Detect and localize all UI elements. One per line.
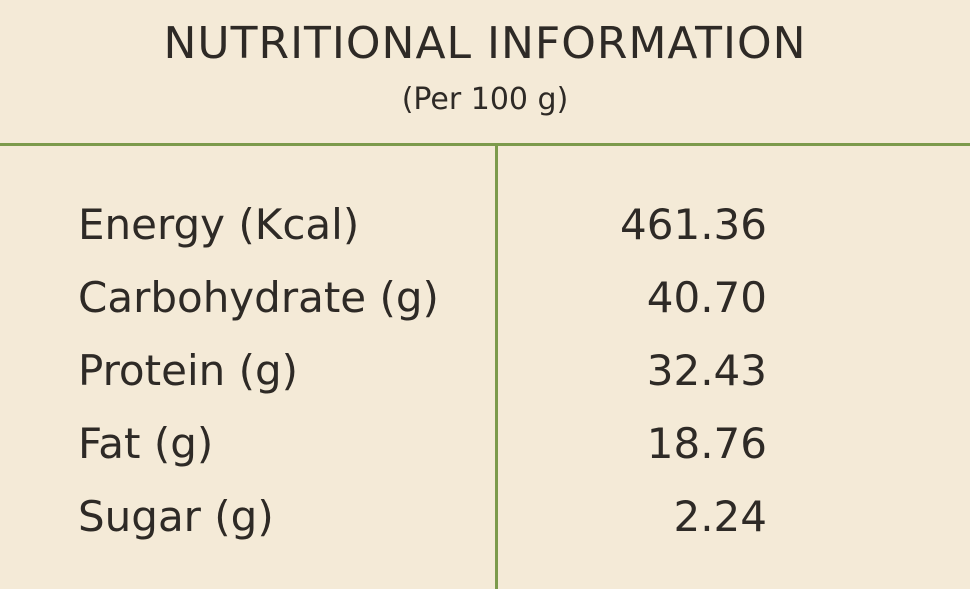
column-divider [495, 143, 498, 589]
nutrient-value: 2.24 [673, 492, 767, 541]
page-title: NUTRITIONAL INFORMATION [163, 18, 807, 69]
nutrient-value: 40.70 [646, 273, 767, 322]
nutrient-row-carbohydrate: Carbohydrate (g) 40.70 [0, 261, 970, 334]
nutrient-value: 32.43 [646, 346, 767, 395]
nutrient-value: 461.36 [620, 200, 767, 249]
nutrient-label: Sugar (g) [78, 492, 274, 541]
nutrient-value: 18.76 [646, 419, 767, 468]
nutrient-row-fat: Fat (g) 18.76 [0, 407, 970, 480]
nutrient-label: Carbohydrate (g) [78, 273, 439, 322]
nutrient-label: Fat (g) [78, 419, 214, 468]
nutrition-header: NUTRITIONAL INFORMATION (Per 100 g) [0, 0, 970, 143]
nutrient-row-protein: Protein (g) 32.43 [0, 334, 970, 407]
nutrient-label: Energy (Kcal) [78, 200, 360, 249]
nutrient-table: Energy (Kcal) 461.36 Carbohydrate (g) 40… [0, 188, 970, 553]
nutrient-row-energy: Energy (Kcal) 461.36 [0, 188, 970, 261]
nutrient-row-sugar: Sugar (g) 2.24 [0, 480, 970, 553]
header-divider [0, 143, 970, 146]
serving-basis: (Per 100 g) [401, 82, 569, 117]
nutrient-label: Protein (g) [78, 346, 299, 395]
